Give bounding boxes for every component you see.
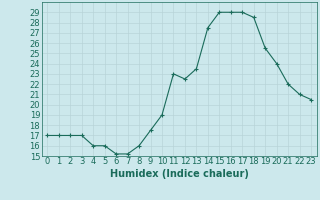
X-axis label: Humidex (Indice chaleur): Humidex (Indice chaleur)	[110, 169, 249, 179]
